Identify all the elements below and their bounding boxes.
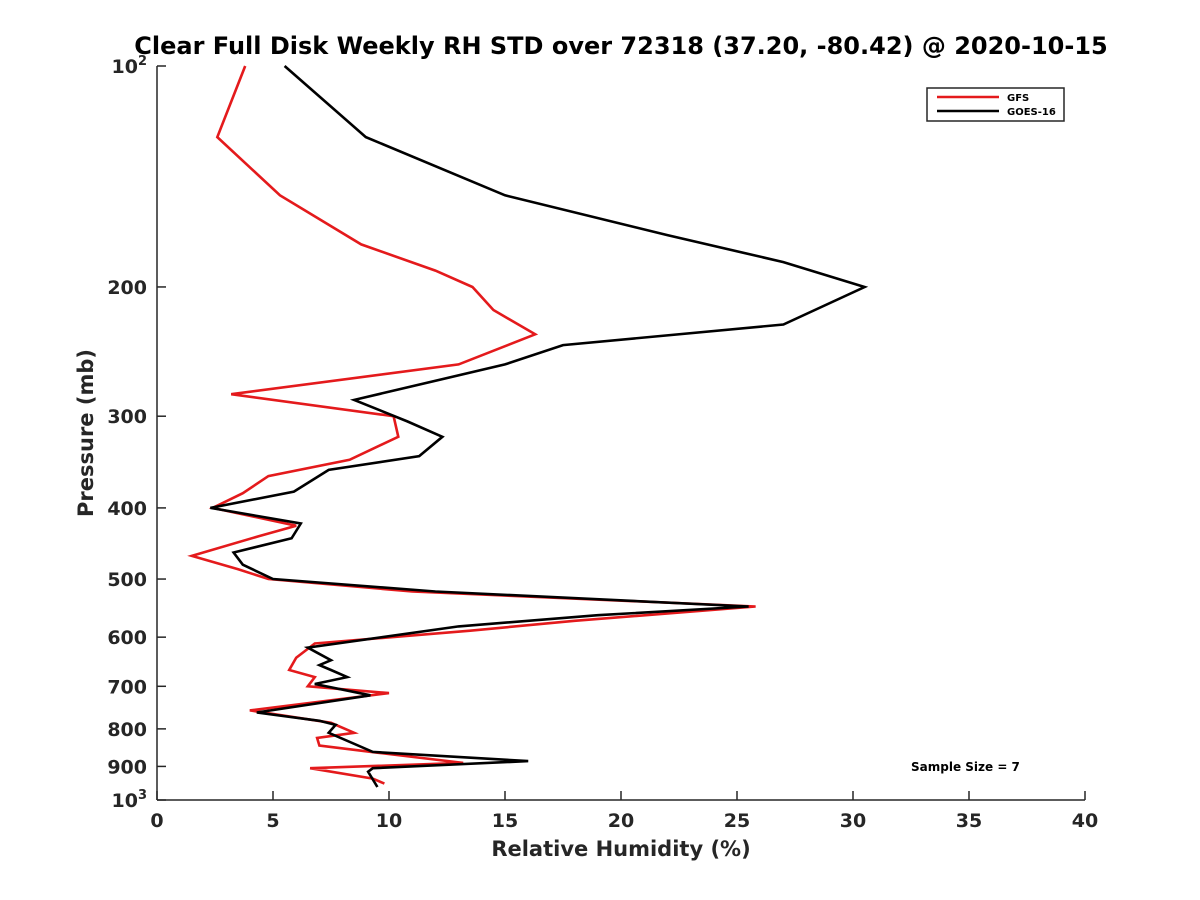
x-tick-label-6: 30 <box>840 810 866 832</box>
y-tick-label-5: 600 <box>107 627 147 649</box>
x-tick-label-8: 40 <box>1072 810 1098 832</box>
y-tick-label-2: 300 <box>107 406 147 428</box>
y-tick-label-8: 900 <box>107 756 147 778</box>
y-tick-label-6: 700 <box>107 676 147 698</box>
chart-title: Clear Full Disk Weekly RH STD over 72318… <box>134 32 1107 60</box>
x-tick-label-3: 15 <box>492 810 518 832</box>
series-line-goes-16 <box>210 65 869 788</box>
sample-size-annotation: Sample Size = 7 <box>911 760 1020 774</box>
legend-label-gfs: GFS <box>1007 93 1029 104</box>
x-tick-label-5: 25 <box>724 810 750 832</box>
legend-label-goes-16: GOES-16 <box>1007 107 1056 118</box>
legend: GFS GOES-16 <box>926 87 1065 122</box>
y-tick-label-4: 500 <box>107 569 147 591</box>
legend-box <box>926 87 1065 122</box>
x-axis-label: Relative Humidity (%) <box>491 837 750 861</box>
y-tick-label-9: 103 <box>112 788 148 812</box>
x-tick-label-4: 20 <box>608 810 634 832</box>
y-axis-label: Pressure (mb) <box>74 349 98 517</box>
x-tick-label-2: 10 <box>376 810 402 832</box>
y-tick-label-1: 200 <box>107 277 147 299</box>
x-tick-label-0: 0 <box>150 810 163 832</box>
y-tick-label-3: 400 <box>107 498 147 520</box>
y-tick-label-7: 800 <box>107 719 147 741</box>
x-tick-label-7: 35 <box>956 810 982 832</box>
x-tick-label-1: 5 <box>266 810 279 832</box>
series-line-gfs <box>187 65 756 785</box>
y-tick-label-0: 102 <box>112 54 148 78</box>
